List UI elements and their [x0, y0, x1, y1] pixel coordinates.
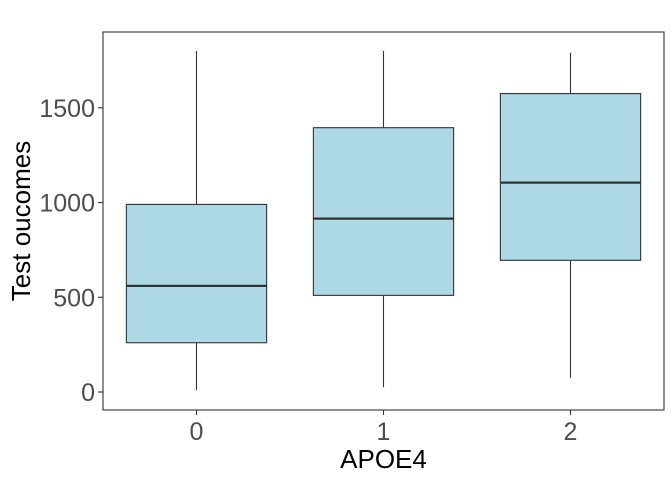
y-tick-label: 0: [81, 379, 95, 407]
box-group-0: [125, 50, 268, 391]
box-group-1: [312, 50, 455, 388]
y-axis-title: Test oucomes: [6, 141, 36, 301]
box-iqr: [312, 127, 455, 296]
y-axis: 0 500 1000 1500: [39, 95, 103, 407]
y-tick-label: 500: [53, 284, 95, 312]
x-axis-title: APOE4: [340, 444, 427, 474]
box-marks: [125, 50, 642, 391]
y-tick-label: 1000: [39, 190, 95, 218]
box-iqr: [125, 203, 268, 344]
y-tick-label: 1500: [39, 95, 95, 123]
x-axis: 0 1 2: [190, 410, 578, 446]
box-group-2: [499, 52, 642, 378]
x-tick-label: 2: [564, 418, 578, 446]
x-tick-label: 1: [377, 418, 391, 446]
box-iqr: [499, 93, 642, 261]
x-tick-label: 0: [190, 418, 204, 446]
